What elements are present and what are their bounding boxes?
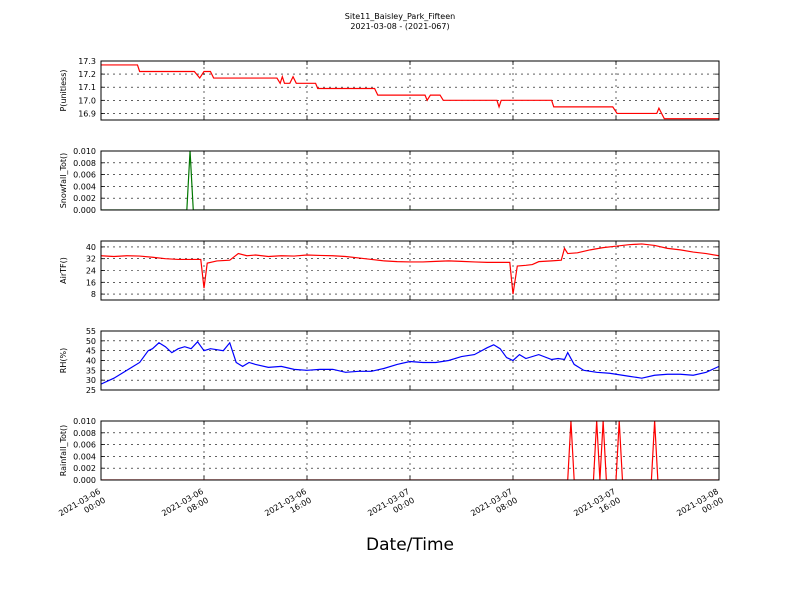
y-tick-label: 17.1 bbox=[78, 83, 96, 92]
y-tick-label: 0.002 bbox=[73, 194, 96, 203]
x-tick-label: 2021-03-0616:00 bbox=[263, 487, 313, 527]
panel-rainfall: 0.000 0.002 0.004 0.006 0.008 0.010 Rainfall_T… bbox=[59, 417, 720, 485]
x-axis-label: Date/Time bbox=[366, 535, 454, 555]
panel-pressure: 16.9 17.0 17.1 17.2 17.3 P(unitless) bbox=[59, 57, 720, 121]
y-tick-label: 0.000 bbox=[73, 206, 96, 215]
panel-frame bbox=[100, 150, 720, 211]
y-tick-label: 50 bbox=[86, 337, 96, 346]
x-tick-label: 2021-03-0716:00 bbox=[572, 487, 622, 527]
series-line-snowfall bbox=[101, 151, 719, 210]
y-axis-label-snowfall: Snowfall_Tot() bbox=[59, 153, 68, 209]
chart-title-line2: 2021-03-08 - (2021-067) bbox=[350, 22, 449, 31]
series-line-pressure bbox=[101, 64, 719, 120]
y-tick-label: 17.2 bbox=[78, 70, 96, 79]
chart-panels: 16.917.017.117.217.3P(unitless)0.0000.00… bbox=[57, 57, 725, 527]
panel-frame bbox=[100, 330, 720, 391]
y-tick-label: 0.008 bbox=[73, 159, 96, 168]
panel-airtemp: 8 16 24 32 40 AirTF() bbox=[59, 240, 720, 301]
y-tick-label: 32 bbox=[86, 255, 96, 264]
series-line-airtemp bbox=[101, 243, 719, 295]
y-tick-label: 16 bbox=[86, 278, 96, 287]
y-tick-label: 8 bbox=[91, 290, 96, 299]
y-tick-label: 0.006 bbox=[73, 171, 96, 180]
y-tick-label: 24 bbox=[86, 267, 96, 276]
y-tick-label: 17.0 bbox=[78, 96, 96, 105]
y-tick-label: 35 bbox=[86, 366, 96, 375]
y-axis-label-rainfall: Rainfall_Tot() bbox=[59, 425, 68, 477]
panel-snowfall: 0.000 0.002 0.004 0.006 0.008 0.010 Snowfall_T… bbox=[59, 147, 720, 215]
y-tick-label: 16.9 bbox=[78, 109, 96, 118]
x-tick-label: 2021-03-0600:00 bbox=[57, 487, 107, 527]
chart-title-line1: Site11_Baisley_Park_Fifteen bbox=[345, 12, 455, 21]
series-line-rh bbox=[101, 340, 719, 385]
y-tick-label: 17.3 bbox=[78, 57, 96, 66]
panel-frame bbox=[100, 240, 720, 301]
y-axis-label-pressure: P(unitless) bbox=[59, 69, 68, 111]
y-axis-label-airtemp: AirTF() bbox=[59, 257, 68, 284]
panel-frame bbox=[100, 60, 720, 121]
y-axis-label-rh: RH(%) bbox=[59, 348, 68, 373]
y-tick-label: 45 bbox=[86, 347, 96, 356]
y-tick-label: 40 bbox=[86, 357, 96, 366]
y-tick-label: 40 bbox=[86, 243, 96, 252]
x-tick-label: 2021-03-0700:00 bbox=[366, 487, 416, 527]
y-tick-label: 0.006 bbox=[73, 441, 96, 450]
x-tick-label: 2021-03-0608:00 bbox=[160, 487, 210, 527]
y-tick-label: 0.002 bbox=[73, 464, 96, 473]
x-tick-label: 2021-03-0708:00 bbox=[469, 487, 519, 527]
y-tick-label: 0.004 bbox=[73, 182, 96, 191]
y-tick-label: 0.010 bbox=[73, 417, 96, 426]
x-tick-label: 2021-03-0800:00 bbox=[675, 487, 725, 527]
y-tick-label: 0.010 bbox=[73, 147, 96, 156]
y-tick-label: 25 bbox=[86, 386, 96, 395]
y-tick-label: 30 bbox=[86, 376, 96, 385]
panel-frame bbox=[100, 420, 720, 481]
series-line-rainfall bbox=[101, 421, 719, 480]
y-tick-label: 0.004 bbox=[73, 452, 96, 461]
y-tick-label: 55 bbox=[86, 327, 96, 336]
y-tick-label: 0.008 bbox=[73, 429, 96, 438]
y-tick-label: 0.000 bbox=[73, 476, 96, 485]
